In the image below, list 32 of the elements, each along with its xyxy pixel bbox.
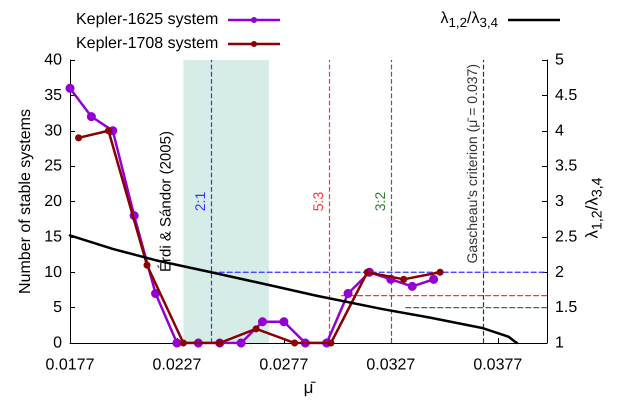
- x-axis-title: μ̄: [304, 378, 316, 397]
- y-tick-label: 40: [44, 52, 62, 68]
- x-tick-label: 0.0327: [366, 356, 416, 374]
- x-tick-label: 0.0177: [46, 356, 95, 374]
- y2-tick-label: 1.5: [555, 299, 578, 316]
- y2-tick-label: 3.5: [555, 158, 578, 175]
- y-tick-label: 25: [44, 158, 62, 175]
- ref-line-label: 2:1: [192, 192, 208, 212]
- y2-tick-label: 1: [555, 334, 564, 352]
- y-tick-label: 20: [44, 193, 62, 210]
- ref-line-label: 5:3: [310, 192, 326, 212]
- legend-label: Kepler-1708 system: [76, 35, 218, 53]
- ref-line-label: Gascheau's criterion (μ̄ = 0.037): [464, 64, 480, 264]
- y-tick-label: 10: [44, 264, 62, 281]
- x-tick-label: 0.0377: [473, 356, 522, 374]
- legend-label: λ$_{1,2}$/λ$_{3,4}$: [440, 10, 498, 30]
- y2-tick-label: 2.5: [555, 228, 578, 246]
- y2-tick-label: 5: [555, 52, 564, 68]
- y-tick-label: 15: [44, 228, 62, 246]
- ref-line-label: 3:2: [372, 192, 388, 212]
- y-tick-label: 30: [44, 122, 62, 140]
- y-axis-title: Number of stable systems: [16, 109, 34, 294]
- y-tick-label: 0: [53, 334, 62, 352]
- y-tick-label: 35: [44, 86, 62, 104]
- x-tick-label: 0.0227: [152, 356, 202, 374]
- y-tick-label: 5: [53, 299, 62, 316]
- y2-tick-label: 4: [555, 122, 564, 140]
- y2-tick-label: 3: [555, 193, 564, 210]
- legend-label: Kepler-1625 system: [76, 11, 218, 29]
- y2-tick-label: 4.5: [555, 86, 578, 104]
- y2-tick-label: 2: [555, 264, 564, 281]
- x-tick-label: 0.0277: [259, 356, 308, 374]
